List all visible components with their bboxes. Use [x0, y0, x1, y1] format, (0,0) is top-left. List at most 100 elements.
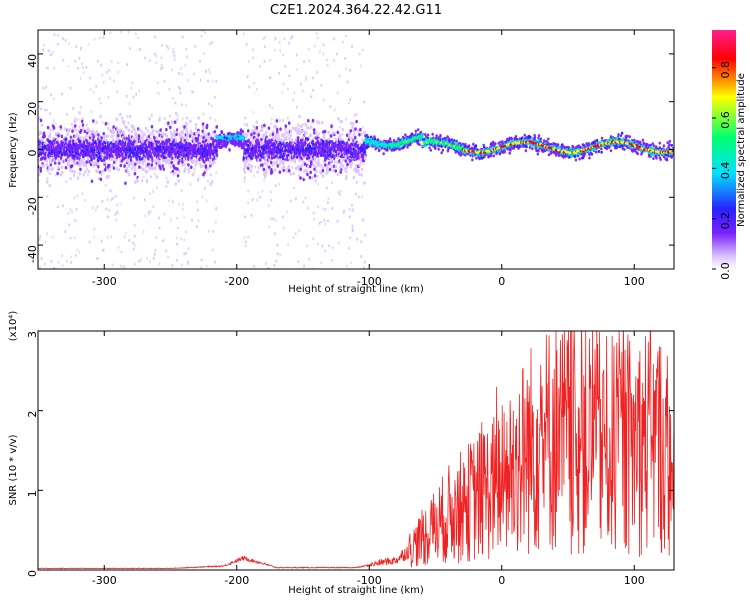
heatmap-cell: [167, 121, 170, 125]
heatmap-cell: [70, 255, 73, 259]
heatmap-cell: [72, 159, 75, 163]
heatmap-cell: [249, 169, 253, 173]
heatmap-cell: [170, 160, 173, 165]
heatmap-cell: [285, 223, 288, 227]
heatmap-cell: [59, 108, 61, 112]
heatmap-cell: [50, 226, 53, 229]
heatmap-cell: [39, 118, 43, 123]
heatmap-cell: [307, 48, 310, 51]
heatmap-cell: [110, 164, 112, 168]
heatmap-cell: [52, 63, 55, 67]
heatmap-cell: [124, 181, 127, 185]
heatmap-cell: [117, 168, 120, 172]
heatmap-cell: [105, 207, 108, 211]
heatmap-cell: [105, 229, 108, 232]
heatmap-cell: [38, 238, 41, 241]
heatmap-cell: [88, 263, 91, 266]
heatmap-cell: [125, 94, 128, 98]
heatmap-cell: [180, 103, 183, 107]
heatmap-cell: [312, 50, 315, 54]
heatmap-cell: [284, 124, 288, 128]
heatmap-cell: [101, 154, 104, 159]
heatmap-cell: [85, 65, 88, 69]
heatmap-cell: [321, 242, 324, 246]
heatmap-cell: [302, 57, 305, 61]
heatmap-cell: [186, 138, 189, 142]
heatmap-cell: [134, 32, 137, 36]
heatmap-cell: [242, 167, 246, 171]
heatmap-cell: [80, 119, 84, 123]
heatmap-cell: [284, 64, 287, 68]
heatmap-cell: [176, 167, 179, 171]
heatmap-cell: [105, 81, 108, 84]
heatmap-cell: [92, 114, 95, 117]
heatmap-cell: [292, 98, 295, 102]
heatmap-cell: [68, 49, 71, 53]
heatmap-cell: [89, 201, 92, 205]
heatmap-cell: [68, 62, 70, 66]
heatmap-cell: [263, 45, 266, 49]
heatmap-cell: [325, 186, 328, 190]
heatmap-cell: [319, 171, 323, 175]
heatmap-cell: [244, 240, 247, 244]
heatmap-cell: [80, 242, 83, 246]
heatmap-cell: [133, 224, 136, 227]
heatmap-cell: [162, 234, 165, 238]
heatmap-cell: [57, 55, 60, 59]
heatmap-cell: [279, 253, 282, 257]
heatmap-cell: [131, 118, 134, 122]
heatmap-cell: [258, 96, 261, 100]
heatmap-cell: [134, 262, 137, 266]
heatmap-cell: [108, 71, 111, 75]
heatmap-cell: [297, 260, 300, 264]
heatmap-cell: [54, 173, 57, 177]
heatmap-cell: [316, 70, 319, 74]
heatmap-cell: [184, 63, 187, 67]
heatmap-cell: [89, 88, 92, 92]
heatmap-cell: [327, 251, 330, 255]
heatmap-cell: [193, 176, 196, 180]
heatmap-cell: [151, 129, 155, 133]
heatmap-cell: [328, 244, 331, 248]
heatmap-cell: [161, 97, 164, 101]
heatmap-cell: [210, 51, 212, 55]
heatmap-cell: [194, 210, 197, 214]
heatmap-cell: [106, 236, 109, 240]
heatmap-cell: [327, 93, 330, 97]
heatmap-cell: [172, 96, 175, 100]
heatmap-cell: [82, 204, 85, 208]
heatmap-cell: [106, 198, 109, 202]
heatmap-cell: [282, 53, 285, 57]
heatmap-cell: [252, 48, 254, 52]
heatmap-cell: [165, 44, 168, 48]
heatmap-cell: [325, 40, 328, 44]
heatmap-cell: [167, 199, 170, 203]
heatmap-cell: [315, 201, 318, 205]
heatmap-cell: [76, 176, 80, 180]
heatmap-cell: [137, 202, 140, 206]
heatmap-cell: [246, 88, 249, 92]
heatmap-cell: [38, 265, 41, 269]
heatmap-cell: [70, 125, 73, 129]
heatmap-cell: [274, 172, 277, 176]
heatmap-cell: [187, 163, 190, 167]
heatmap-cell: [116, 179, 119, 183]
heatmap-cell: [136, 63, 139, 67]
heatmap-cell: [175, 111, 178, 116]
heatmap-cell: [211, 248, 214, 252]
heatmap-cell: [276, 38, 279, 42]
heatmap-cell: [186, 78, 189, 82]
heatmap-cell: [196, 51, 198, 55]
heatmap-cell: [298, 115, 301, 119]
heatmap-cell: [281, 215, 284, 219]
heatmap-cell: [144, 53, 147, 57]
heatmap-cell: [324, 259, 327, 263]
heatmap-cell: [81, 126, 85, 131]
heatmap-cell: [256, 39, 259, 43]
heatmap-cell: [150, 137, 153, 142]
heatmap-cell: [100, 261, 103, 265]
heatmap-cell: [249, 32, 252, 36]
heatmap-cell: [277, 122, 280, 126]
heatmap-cell: [246, 75, 249, 79]
heatmap-cell: [306, 186, 309, 190]
